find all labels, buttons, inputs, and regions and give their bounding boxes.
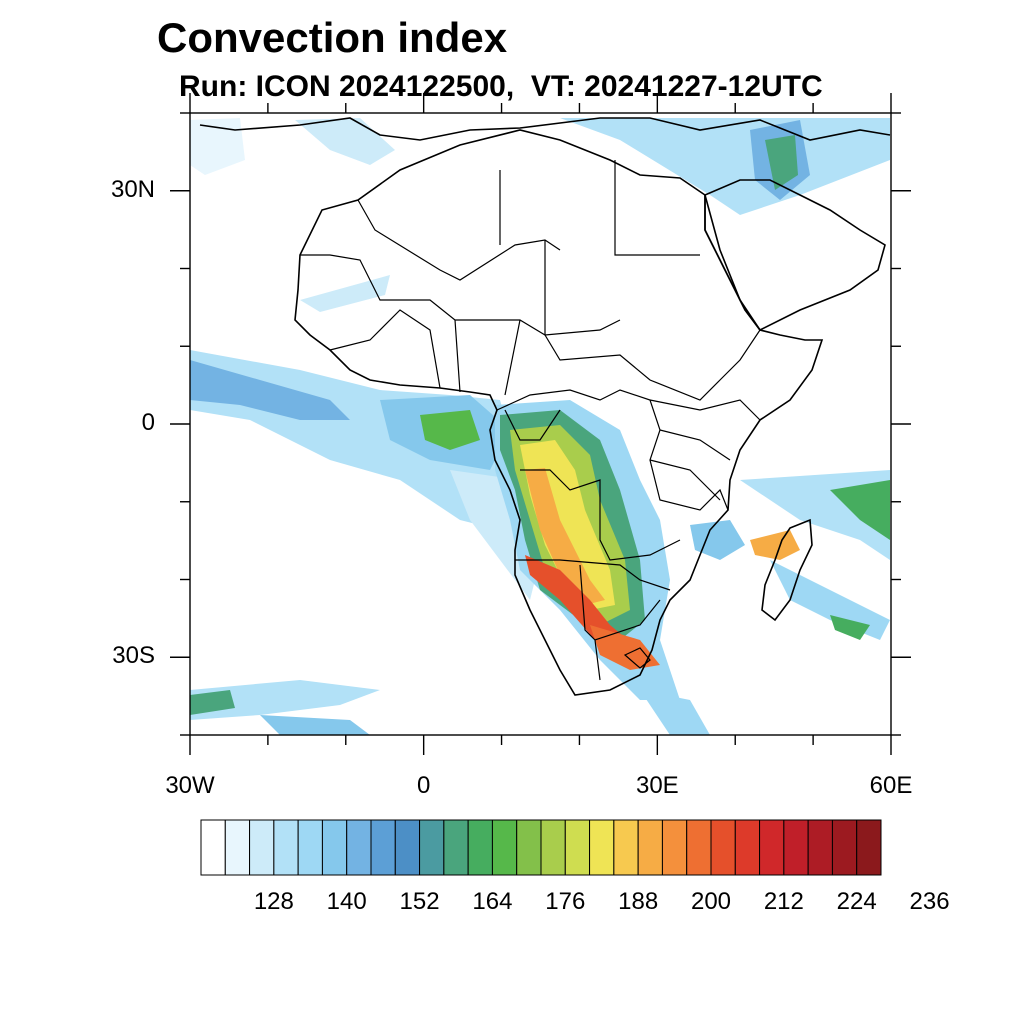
colorbar-swatch	[249, 819, 275, 876]
country-borders	[300, 160, 761, 681]
south-atlantic-band	[190, 680, 380, 720]
colorbar-swatch	[686, 819, 712, 876]
madagascar-cell	[750, 530, 800, 560]
convection-field	[190, 118, 890, 735]
border-central	[496, 389, 729, 511]
colorbar-label: 212	[763, 888, 804, 915]
colorbar-swatch	[856, 819, 882, 876]
colorbar-label: 164	[472, 888, 513, 915]
colorbar-swatch	[516, 819, 542, 876]
cape-plume	[640, 690, 710, 735]
axis-ticks	[170, 93, 911, 755]
lat-label: 30S	[112, 642, 155, 670]
colorbar-label: 224	[836, 888, 877, 915]
colorbar-swatch	[273, 819, 299, 876]
colorbar-swatch	[224, 819, 251, 876]
colorbar-label: 188	[618, 888, 659, 915]
mediterranean-band	[560, 118, 890, 215]
africa-coastline	[294, 129, 824, 696]
border-sahel	[300, 254, 621, 336]
atlantic-itcz-mid	[190, 360, 350, 420]
colorbar-swatch	[346, 819, 372, 876]
colorbar-swatch	[783, 819, 809, 876]
colorbar-swatch	[613, 819, 639, 876]
indian-ocean-green	[830, 480, 890, 540]
lon-label: 0	[416, 772, 431, 799]
colorbar-swatch	[370, 819, 396, 876]
border-lesotho	[623, 647, 651, 669]
colorbar-label: 200	[690, 888, 732, 915]
west-atlantic-patch	[190, 118, 245, 175]
lon-label: 30W	[165, 772, 215, 799]
colorbar-label: 152	[399, 888, 440, 915]
lat-label: 30N	[110, 175, 155, 203]
lat-label: 0	[141, 409, 155, 436]
colorbar-swatch	[467, 819, 493, 876]
map-subtitle: Run: ICON 2024122500, VT: 20241227-12UTC	[179, 70, 823, 103]
colorbar-swatch	[637, 819, 663, 876]
lon-label: 30E	[635, 772, 679, 799]
angola-orange	[525, 468, 605, 605]
border-westafrica	[329, 309, 521, 396]
colorbar-swatch	[710, 819, 736, 876]
colorbar-swatch	[419, 819, 445, 876]
levant-inner	[765, 135, 798, 190]
border-sudan	[544, 240, 761, 401]
colorbar-swatch	[443, 819, 469, 876]
colorbar	[200, 819, 882, 876]
colorbar-swatch	[589, 819, 615, 876]
colorbar-swatch	[394, 819, 421, 876]
border-angola	[515, 559, 671, 591]
red-sea-coast	[704, 194, 761, 331]
madagascar	[761, 518, 813, 622]
border-libya-egypt	[499, 160, 700, 256]
gulf-guinea-core	[420, 410, 480, 450]
border-congo	[504, 409, 681, 561]
colorbar-swatch	[661, 819, 688, 876]
colorbar-label: 176	[545, 888, 586, 915]
colorbar-swatch	[807, 819, 833, 876]
lon-label: 60E	[869, 772, 913, 799]
europe-coast	[199, 117, 891, 141]
madagascar-east-core	[830, 615, 870, 640]
madagascar-east-plume	[770, 560, 890, 640]
arabian-peninsula	[704, 179, 886, 332]
south-atlantic-core	[190, 690, 235, 715]
mozambique-channel	[690, 520, 745, 560]
border-namibia	[579, 564, 661, 681]
map-title: Convection index	[157, 14, 508, 61]
colorbar-swatch	[297, 819, 323, 876]
sahara-streak	[300, 275, 390, 312]
colorbar-swatch	[200, 819, 226, 876]
colorbar-swatch	[759, 819, 785, 876]
colorbar-swatch	[564, 819, 591, 876]
colorbar-label: 128	[253, 888, 294, 915]
colorbar-swatch	[491, 819, 518, 876]
border-eastafrica	[649, 399, 761, 501]
colorbar-swatch	[734, 819, 761, 876]
border-algeria	[357, 199, 561, 281]
colorbar-swatch	[831, 819, 858, 876]
southern-streak	[260, 715, 370, 735]
colorbar-swatch	[321, 819, 348, 876]
coastlines	[199, 117, 891, 696]
north-atlantic-plume	[295, 118, 395, 165]
colorbar-label: 236	[909, 888, 950, 915]
colorbar-label: 140	[326, 888, 367, 915]
colorbar-swatch	[540, 819, 566, 876]
